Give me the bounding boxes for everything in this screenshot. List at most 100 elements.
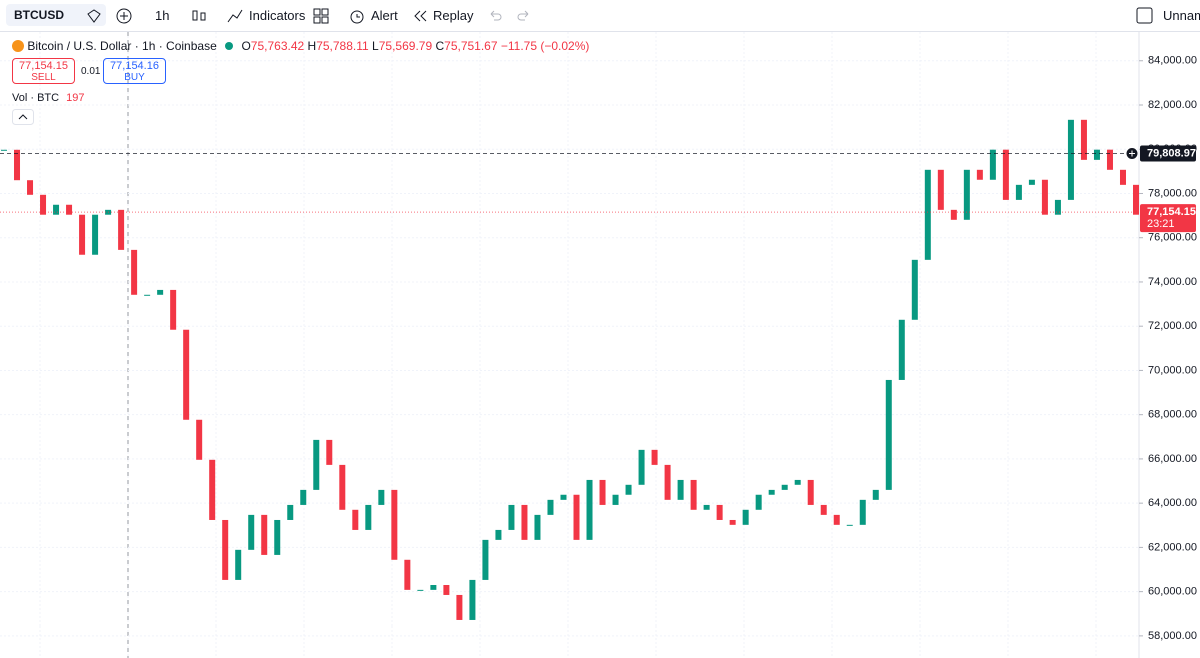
candle (547, 499, 554, 515)
price-label: 79,808.97 (1147, 147, 1196, 159)
coin-icon (12, 40, 24, 52)
y-tick-label: 74,000.00 (1148, 276, 1197, 288)
candle (1080, 119, 1087, 160)
symbol[interactable]: BTCUSD (6, 4, 106, 26)
candle (664, 464, 671, 500)
legend: Bitcoin / U.S. Dollar · 1h · Coinbase O7… (12, 39, 589, 53)
templates[interactable] (312, 7, 330, 38)
candle (573, 494, 580, 540)
candle (781, 484, 788, 490)
candle (170, 289, 177, 330)
candle (92, 214, 99, 255)
indicators[interactable]: Indicators (249, 8, 306, 23)
candle (1041, 179, 1048, 215)
y-tick-label: 72,000.00 (1148, 320, 1197, 332)
checkbox[interactable] (1136, 7, 1154, 38)
candle (599, 479, 606, 505)
candle (79, 214, 86, 255)
candle (53, 204, 60, 215)
candle (989, 149, 996, 180)
high-value: 75,788.11 (316, 39, 369, 53)
candle (287, 504, 294, 520)
candle (443, 585, 450, 595)
candle (183, 329, 190, 420)
candle (1015, 184, 1022, 200)
y-tick-label: 66,000.00 (1148, 453, 1197, 465)
replay[interactable]: Replay (433, 8, 474, 23)
candle (625, 484, 632, 495)
sell-button[interactable]: 77,154.15 SELL (12, 58, 75, 84)
candle (560, 494, 567, 500)
candle (638, 449, 645, 485)
candle (274, 519, 281, 555)
candle (807, 479, 814, 505)
candle (976, 169, 983, 180)
replay-icon[interactable] (412, 8, 428, 39)
candle (1002, 149, 1009, 200)
candle (534, 514, 541, 540)
y-tick-label: 60,000.00 (1148, 586, 1197, 598)
y-tick-label: 76,000.00 (1148, 232, 1197, 244)
candle (131, 249, 138, 295)
chart-type[interactable] (190, 7, 208, 38)
layout-name[interactable]: Unname (1163, 8, 1200, 23)
candle (248, 514, 255, 550)
alert[interactable]: Alert (371, 8, 398, 23)
candle (651, 449, 658, 465)
low-label: L (372, 39, 379, 53)
alert-icon[interactable] (348, 7, 366, 38)
candle (794, 479, 801, 485)
price-label-box (1140, 145, 1196, 162)
indicators-icon[interactable] (226, 7, 244, 38)
candle (495, 529, 502, 540)
candle (885, 379, 892, 490)
candle (313, 439, 320, 490)
price-label-box (1140, 204, 1196, 233)
candle (222, 519, 229, 580)
y-tick-label: 78,000.00 (1148, 187, 1197, 199)
open-value: 75,763.42 (250, 39, 305, 53)
candle (586, 479, 593, 540)
candle (911, 259, 918, 320)
candle (612, 494, 619, 505)
vertical-grid (0, 32, 1138, 658)
symbol-icon[interactable] (86, 8, 102, 39)
chart: 58,000.00 60,000.00 62,000.00 64,000.00 66,0… (0, 32, 1197, 658)
candle (456, 594, 463, 620)
candle (469, 579, 476, 620)
open-label: O (241, 39, 251, 53)
redo[interactable] (516, 8, 532, 39)
candle (859, 499, 866, 525)
y-tick-label: 84,000.00 (1148, 55, 1197, 67)
add-alert-plus (1129, 150, 1135, 157)
buy-button[interactable]: 77,154.16 BUY (103, 58, 166, 84)
candle (872, 489, 879, 500)
collapse-button[interactable] (12, 109, 34, 125)
y-tick-label: 62,000.00 (1148, 541, 1197, 553)
candle (378, 489, 385, 505)
candle (417, 589, 424, 591)
high-label: H (307, 39, 317, 53)
candle (950, 209, 957, 220)
undo[interactable] (487, 8, 503, 39)
sell-label: SELL (31, 72, 56, 83)
close-label: C (435, 39, 445, 53)
volume-value: 197 (66, 92, 85, 104)
candle (339, 464, 346, 510)
candle (391, 489, 398, 560)
add-symbol[interactable] (115, 7, 133, 38)
candle (1067, 119, 1074, 200)
legend-title: Bitcoin / U.S. Dollar · 1h · Coinbase (27, 39, 217, 53)
interval[interactable]: 1h (155, 8, 170, 23)
candle (703, 504, 710, 510)
candle (118, 209, 125, 250)
toolbar: BTCUSD 1h Indicators Alert Replay Unname (0, 0, 1200, 32)
candle (144, 294, 151, 296)
change: −11.75 (−0.02%) (500, 39, 590, 53)
candle (482, 539, 489, 580)
candle (742, 509, 749, 525)
candle (300, 489, 307, 505)
candle (768, 489, 775, 495)
y-tick-label: 70,000.00 (1148, 364, 1197, 376)
